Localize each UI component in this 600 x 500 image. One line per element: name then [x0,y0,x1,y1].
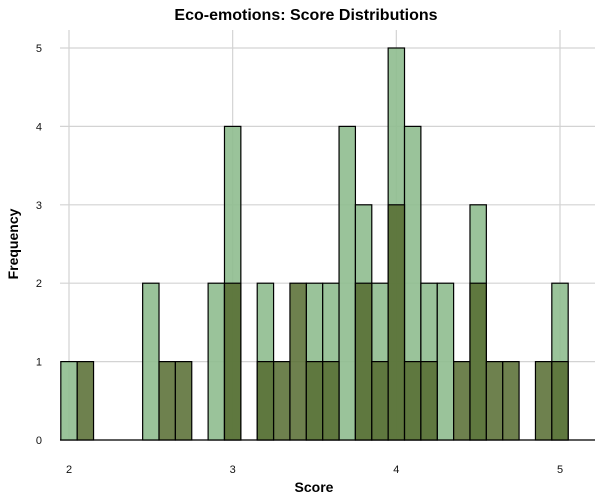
bar-series-b [289,282,307,441]
bar-series-b [371,361,389,441]
x-tick-label: 3 [230,464,236,476]
bar-series-b [403,361,422,441]
y-tick-label: 3 [36,200,42,212]
bar-series-b [354,282,373,441]
bar-series-b [534,361,553,441]
y-axis-label: Frequency [5,208,21,279]
x-tick-labels: 2 3 4 5 [66,464,563,476]
y-tick-label: 2 [36,278,42,290]
x-tick-label: 4 [393,464,399,476]
bar-series-a [207,282,226,441]
bar-series-b [420,361,438,441]
x-axis-label: Score [295,479,334,495]
y-tick-label: 1 [36,357,42,369]
y-tick-label: 5 [36,43,42,55]
bar-series-b [272,361,291,441]
bar-series-b [256,361,275,441]
chart-title: Eco-emotions: Score Distributions [174,7,437,24]
bar-series-b [158,361,176,441]
bar-series-b [469,282,487,441]
bar-series-b [322,361,340,441]
bar-series-b [174,361,193,441]
bar-series-b [223,282,242,441]
bar-series-a [60,361,78,441]
bar-series-b [551,361,569,441]
bar-series-b [387,204,406,441]
bar-series-b [453,361,471,441]
bar-series-b [485,361,504,441]
bar-series-b [76,361,95,441]
x-tick-label: 2 [66,464,72,476]
y-tick-labels: 0 1 2 3 4 5 [36,43,42,447]
series-b-bars [76,204,569,441]
bar-series-b [305,361,324,441]
bar-series-b [502,361,520,441]
bar-series-a [338,125,357,441]
x-tick-label: 5 [557,464,563,476]
y-tick-label: 4 [36,121,42,133]
y-tick-label: 0 [36,435,42,447]
bar-series-a [142,282,160,441]
bar-series-a [436,282,455,441]
